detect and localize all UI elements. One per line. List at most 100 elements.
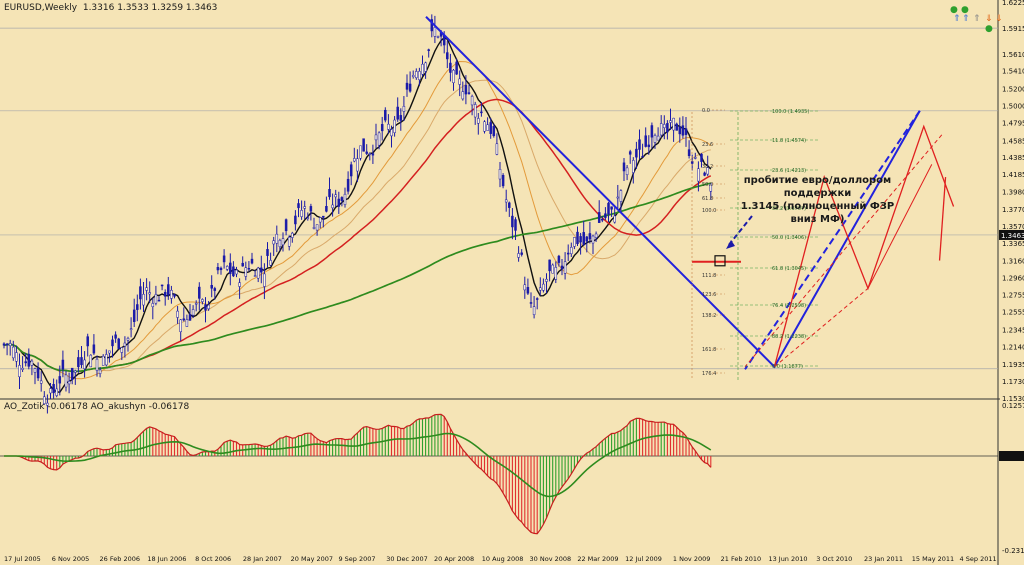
candle-body [194, 302, 198, 305]
candle-body [315, 224, 319, 231]
up-arrow-icon[interactable]: ⇑ [962, 14, 970, 24]
candle-body [2, 343, 6, 346]
candle-body [464, 85, 468, 95]
candle-body [610, 206, 613, 210]
date-tick-label: 15 May 2011 [912, 555, 954, 563]
date-tick-label: 13 Jun 2010 [768, 555, 807, 563]
candle-body [340, 197, 344, 201]
down-arrow-icon[interactable]: ⇓ [985, 14, 993, 24]
candle-body [694, 157, 697, 159]
candle-body [191, 309, 195, 316]
candle-body [647, 144, 651, 148]
date-tick-label: 23 Jan 2011 [864, 555, 903, 563]
candle-body [170, 290, 173, 299]
candle-body [139, 286, 142, 300]
candle-body [207, 304, 210, 310]
candle-body [650, 125, 654, 138]
candle-body [635, 148, 638, 158]
candle-body [154, 294, 158, 304]
candle-body [89, 354, 93, 368]
candle-body [529, 302, 533, 304]
ao-tick-label: 0.1257 [1002, 402, 1024, 410]
green-dot-icon[interactable]: ● [961, 5, 969, 15]
down-arrow-icon[interactable]: ⇓ [995, 14, 1003, 24]
price-tick-label: 1.1730 [1002, 378, 1024, 386]
candle-body [387, 123, 390, 130]
candle-body [232, 266, 235, 277]
candle-body [669, 120, 672, 123]
candle-body [467, 92, 471, 94]
up-arrow-icon[interactable]: ⇑ [973, 14, 981, 24]
candle-body [703, 172, 706, 176]
candle-body [545, 278, 548, 282]
candle-body [483, 121, 486, 132]
date-tick-label: 21 Feb 2010 [721, 555, 761, 563]
candle-body [117, 338, 120, 349]
indicator-title: AO_Zotik -0.06178 AO_akushyn -0.06178 [4, 402, 190, 412]
candle-body [179, 319, 182, 333]
price-tick-label: 1.3980 [1002, 188, 1024, 196]
candle-body [278, 240, 282, 247]
candle-body [126, 338, 130, 341]
candle-body [275, 233, 279, 244]
current-price-label: 1.3463 [1001, 232, 1024, 240]
candle-body [570, 247, 573, 254]
candle-body [21, 367, 24, 370]
date-tick-label: 28 Jan 2007 [243, 555, 282, 563]
candle-body [523, 284, 527, 291]
candle-body [539, 287, 542, 291]
up-arrow-icon[interactable]: ⇑ [953, 14, 961, 24]
candle-body [455, 61, 458, 75]
date-tick-label: 20 Apr 2008 [434, 555, 474, 563]
candle-body [433, 27, 437, 37]
candle-body [594, 233, 598, 239]
candle-body [67, 380, 71, 385]
candle-body [247, 268, 251, 270]
candle-body [498, 169, 502, 180]
price-tick-label: 1.5915 [1002, 25, 1024, 33]
fib-extension-label: 0.0 (1.1877) [772, 364, 803, 370]
annotation-text: пробитие евро/доллором поддержки 1.3145 … [735, 174, 900, 226]
candle-body [167, 284, 170, 296]
fib-extension-label: 50.0 (1.3406) [772, 235, 806, 241]
candle-body [576, 231, 579, 245]
candle-body [163, 292, 167, 297]
price-tick-label: 1.2555 [1002, 309, 1024, 317]
ao-signal-line [4, 432, 712, 498]
candle-body [204, 304, 207, 311]
candle-body [663, 124, 666, 129]
candle-body [297, 203, 300, 209]
candle-body [656, 135, 660, 141]
price-tick-label: 1.5000 [1002, 102, 1024, 110]
green-dot-icon[interactable]: ● [985, 24, 993, 34]
price-tick-label: 1.5410 [1002, 68, 1024, 76]
price-tick-label: 1.3570 [1002, 223, 1024, 231]
candle-body [585, 236, 589, 242]
candle-body [641, 155, 644, 158]
candle-body [33, 368, 37, 373]
date-tick-label: 17 Jul 2005 [4, 555, 41, 563]
candle-body [92, 344, 96, 354]
fibonacci-levels: 0.0 23.6 38.2 50.0 61.8 100.0 111.8 123.6 138.2 1… [691, 108, 820, 380]
candle-body [64, 374, 68, 388]
candle-body [132, 309, 136, 322]
green-dot-icon[interactable]: ● [950, 5, 958, 15]
candle-body [430, 19, 434, 32]
candle-body [309, 206, 313, 212]
candle-body [362, 138, 365, 152]
candle-body [470, 96, 474, 106]
candle-body [356, 158, 359, 172]
candle-body [563, 261, 567, 274]
candle-body [480, 111, 483, 114]
date-tick-label: 3 Oct 2010 [816, 555, 852, 563]
chart-title: EURUSD,Weekly 1.3316 1.3533 1.3259 1.346… [4, 3, 218, 13]
ma-tan-line [3, 79, 711, 372]
candle-body [681, 125, 685, 136]
fib-level-label: 50.0 [702, 182, 713, 188]
candle-body [492, 126, 496, 137]
red-leg-line [938, 176, 947, 261]
date-tick-label: 26 Feb 2006 [100, 555, 140, 563]
candle-body [514, 219, 517, 231]
candle-body [322, 215, 325, 218]
candle-body [250, 258, 254, 264]
